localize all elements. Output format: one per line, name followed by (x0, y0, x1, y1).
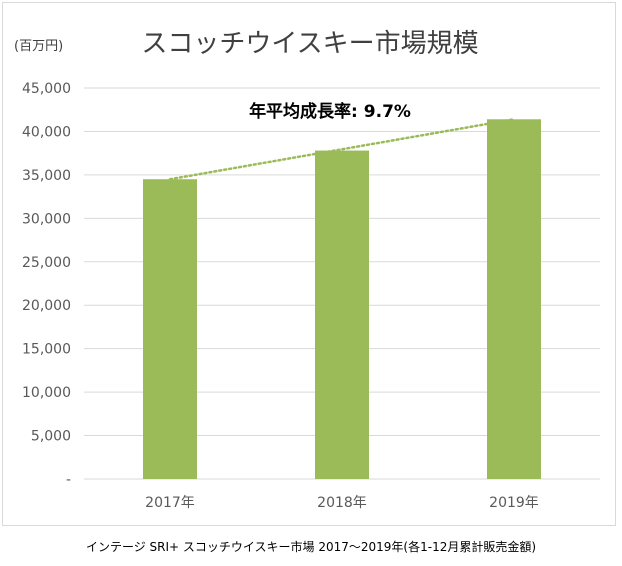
bar-3 (487, 119, 541, 479)
y-axis-unit-label: (百万円) (14, 39, 63, 54)
y-tick-label: 5,000 (31, 429, 71, 445)
trendline (168, 118, 516, 181)
y-tick-label: 10,000 (22, 385, 71, 401)
y-tick-label: 20,000 (22, 298, 71, 314)
y-tick-label: 30,000 (22, 211, 71, 227)
bar-1 (143, 179, 197, 479)
y-tick-label: 40,000 (22, 124, 71, 140)
bar-2 (315, 150, 369, 479)
y-tick-label: - (66, 472, 71, 488)
chart-title: スコッチウイスキー市場規模 (141, 29, 478, 59)
x-tick-label: 2019年 (489, 495, 539, 511)
source-caption: インテージ SRI+ スコッチウイスキー市場 2017～2019年(各1-12月… (85, 540, 537, 554)
x-axis-ticks: 2017年 2018年 2019年 (145, 495, 539, 511)
y-tick-label: 25,000 (22, 255, 71, 271)
x-tick-label: 2017年 (145, 495, 195, 511)
y-axis-ticks: - 5,000 10,000 15,000 20,000 25,000 30,000 35,0… (22, 81, 71, 488)
y-tick-label: 45,000 (22, 81, 71, 97)
bars (143, 119, 541, 479)
y-tick-label: 35,000 (22, 168, 71, 184)
growth-rate-annotation: 年平均成長率: 9.7% (249, 101, 411, 122)
y-tick-label: 15,000 (22, 342, 71, 358)
x-tick-label: 2018年 (317, 495, 367, 511)
